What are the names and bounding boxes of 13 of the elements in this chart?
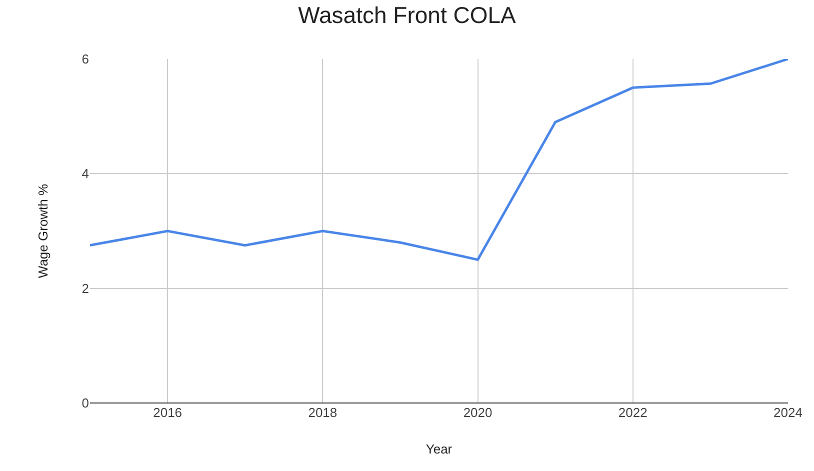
x-tick-label: 2020	[463, 405, 492, 420]
y-tick-label: 4	[82, 166, 89, 182]
y-tick-label: 2	[82, 280, 89, 296]
x-tick-label: 2024	[774, 405, 802, 420]
chart-title: Wasatch Front COLA	[298, 2, 517, 28]
x-tick-label: 2018	[308, 405, 338, 420]
x-tick-label: 2022	[618, 405, 648, 420]
y-tick-label: 6	[82, 52, 89, 67]
y-tick-label: 0	[82, 396, 89, 411]
x-axis-title: Year	[426, 442, 453, 457]
line-series	[90, 59, 788, 261]
x-tick-label: 2016	[153, 405, 182, 420]
y-axis-title: Wage Growth %	[36, 183, 51, 278]
